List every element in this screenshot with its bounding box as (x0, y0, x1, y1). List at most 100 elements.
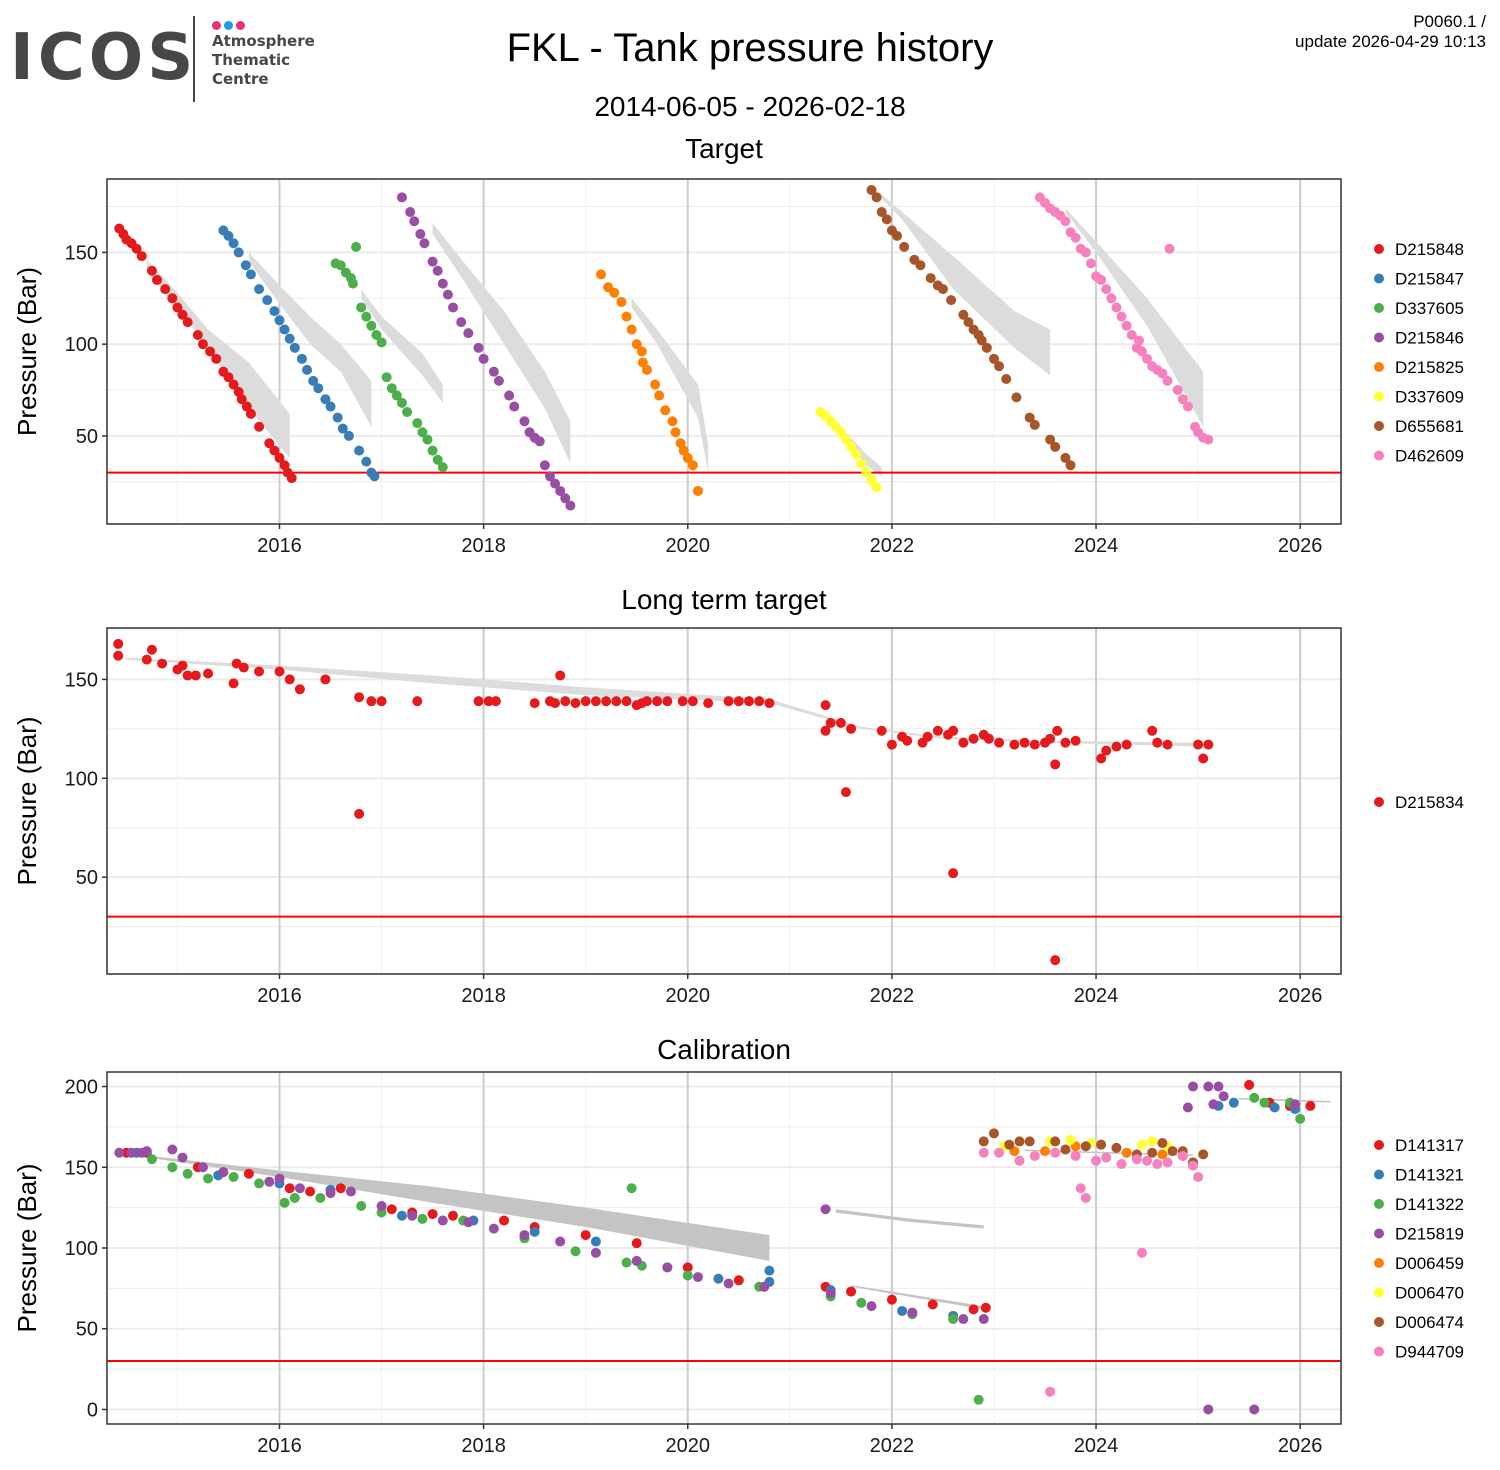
panel-1-point-D215848 (197, 339, 208, 350)
panel-3-point-D215819 (631, 1255, 642, 1266)
panel-3-point-D141322 (279, 1197, 290, 1208)
panel-3-point-D215819 (978, 1314, 989, 1325)
panel-1-point-D215848 (136, 251, 147, 262)
panel-1-point-D462609 (1060, 216, 1071, 227)
panel-2-x-tick-label: 2022 (870, 985, 915, 1007)
panel-1-point-D215848 (177, 309, 188, 320)
panel-1-point-D215847 (313, 383, 324, 394)
panel-3-point-D141322 (973, 1394, 984, 1405)
panel-1-point-D337609 (866, 474, 877, 485)
panel-2-point-D215834 (590, 696, 601, 707)
panel-3-point-D006474 (1014, 1136, 1025, 1147)
panel-1-point-D337605 (371, 329, 382, 340)
panel-3-point-D141317 (1305, 1100, 1316, 1111)
panel-3-point-D006474 (978, 1136, 989, 1147)
panel-2-point-D215834 (677, 696, 688, 707)
panel-1-legend-marker (1374, 450, 1384, 461)
panel-3-point-D141322 (417, 1213, 428, 1224)
panel-2-x-tick-label: 2024 (1074, 985, 1119, 1007)
panel-1-expected-range-band (631, 298, 709, 473)
date-range-subtitle: 2014-06-05 - 2026-02-18 (594, 91, 906, 122)
panel-3-point-D944709 (1188, 1160, 1199, 1171)
panel-3-point-D215819 (1208, 1099, 1219, 1110)
panel-1-legend-label: D215846 (1395, 329, 1464, 348)
panel-2-point-D215834 (611, 696, 622, 707)
panel-1-x-tick-label: 2018 (461, 535, 506, 557)
panel-3-point-D141322 (1295, 1113, 1306, 1124)
panel-1-point-D462609 (1142, 353, 1153, 364)
logo-dot (212, 21, 221, 30)
panel-1-point-D215847 (254, 284, 265, 295)
panel-1-point-D215848 (228, 379, 239, 390)
panel-1-x-tick-label: 2022 (870, 535, 915, 557)
panel-1-expected-range-band (876, 190, 1051, 376)
panel-3-point-D141322 (682, 1270, 693, 1281)
panel-3-point-D215819 (1203, 1404, 1214, 1415)
panel-3-point-D141317 (499, 1215, 510, 1226)
panel-3-point-D944709 (1075, 1183, 1086, 1194)
panel-1-expected-range-band (432, 223, 571, 464)
panel-1-point-D215846 (432, 265, 443, 276)
panel-1-point-D215848 (172, 302, 183, 313)
panel-1-point-D337605 (427, 445, 438, 456)
panel-3-point-D141317 (980, 1302, 991, 1313)
panel-3-legend-label: D006459 (1395, 1254, 1464, 1273)
panel-2-point-D215834 (320, 674, 331, 685)
panel-3-point-D141317 (927, 1299, 938, 1310)
panel-1-point-D215846 (560, 493, 571, 504)
panel-3-point-D141321 (897, 1305, 908, 1316)
panel-1-y-axis-label: Pressure (Bar) (12, 267, 42, 436)
panel-3-point-D215819 (759, 1281, 770, 1292)
panel-3-point-D141317 (682, 1262, 693, 1273)
panel-3-point-D215819 (167, 1144, 178, 1155)
panel-3-point-D006470 (1147, 1136, 1158, 1147)
panel-1-expected-range-band (1065, 208, 1204, 427)
panel-1-point-D462609 (1177, 394, 1188, 405)
panel-3-point-D944709 (1029, 1150, 1040, 1161)
panel-3-point-D215819 (825, 1288, 836, 1299)
panel-3-point-D141317 (968, 1304, 979, 1315)
panel-1-point-D655681 (1050, 441, 1061, 452)
panel-3-point-D141322 (182, 1168, 193, 1179)
panel-1-point-D215848 (274, 452, 285, 463)
panel-2-x-tick-label: 2018 (461, 985, 506, 1007)
panel-3-x-tick-label: 2022 (870, 1435, 915, 1457)
panel-1-point-D215847 (289, 342, 300, 353)
panel-2-point-D215834 (254, 666, 265, 677)
panel-3-point-D141322 (948, 1314, 959, 1325)
panel-1-point-D215846 (409, 216, 420, 227)
panel-1-point-D337605 (432, 454, 443, 465)
panel-1-point-D337605 (417, 427, 428, 438)
panel-3-point-D215819 (197, 1162, 208, 1173)
panel-2-point-D215834 (555, 670, 566, 681)
panel-1-point-D215848 (236, 394, 247, 405)
panel-3-expected-range-band (851, 1285, 984, 1310)
panel-2-x-tick-label: 2026 (1278, 985, 1323, 1007)
panel-2-point-D215834 (284, 674, 295, 685)
panel-1-point-D215848 (131, 243, 142, 254)
panel-2-point-D215834 (1121, 739, 1132, 750)
panel-1-point-D215847 (240, 260, 251, 271)
panel-2-point-D215834 (157, 658, 168, 669)
panel-3-point-D215819 (488, 1223, 499, 1234)
panel-3-legend-label: D141322 (1395, 1195, 1464, 1214)
panel-3-point-D215819 (325, 1188, 336, 1199)
panel-1-point-D337605 (391, 390, 402, 401)
icos-logo: ICOS Atmosphere Thematic Centre (10, 14, 330, 106)
panel-1-point-D215825 (692, 485, 703, 496)
panel-3-point-D215819 (463, 1217, 474, 1228)
panel-2-point-D215834 (1152, 737, 1163, 748)
panel-3-point-D141321 (1269, 1102, 1280, 1113)
panel-3-point-D215819 (1188, 1081, 1199, 1092)
panel-2-point-D215834 (113, 638, 124, 649)
panel-1-y-tick-label: 50 (76, 426, 98, 448)
panel-3-point-D215819 (1213, 1081, 1224, 1092)
panel-1-point-D337605 (335, 260, 346, 271)
panel-3-legend-label: D006470 (1395, 1284, 1464, 1303)
panel-2-point-D215834 (182, 670, 193, 681)
panel-2-point-D215834 (294, 684, 305, 695)
panel-1-point-D655681 (881, 214, 892, 225)
panel-1-point-D655681 (1060, 452, 1071, 463)
panel-3-point-D141321 (529, 1226, 540, 1237)
panel-1-point-D215825 (678, 445, 689, 456)
